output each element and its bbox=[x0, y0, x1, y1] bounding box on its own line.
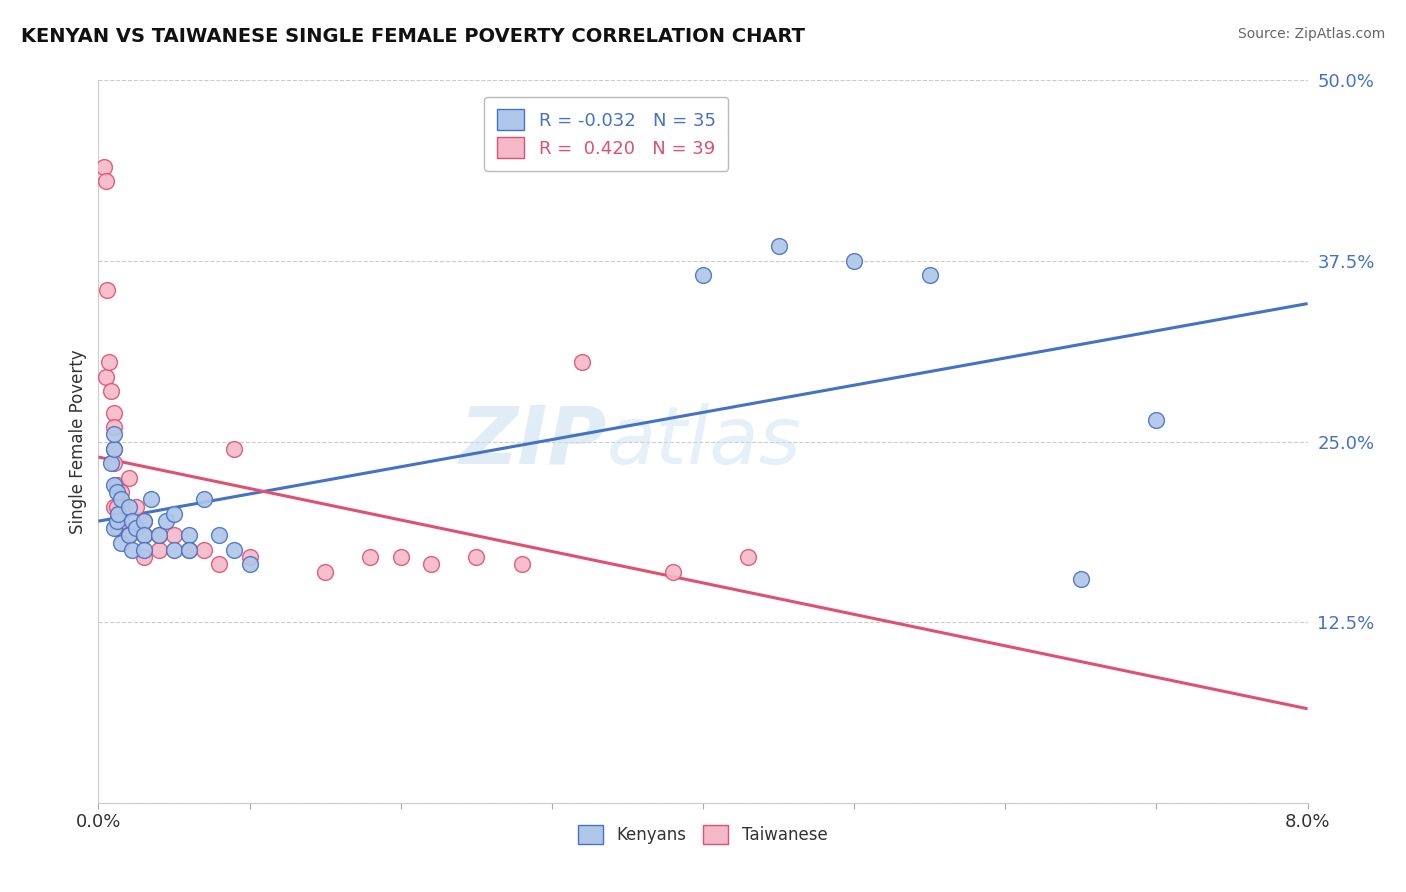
Point bbox=[420, 558, 443, 572]
Point bbox=[100, 456, 122, 470]
Point bbox=[103, 427, 125, 442]
Point bbox=[107, 521, 129, 535]
Point bbox=[571, 355, 593, 369]
Point bbox=[389, 550, 412, 565]
Point bbox=[737, 550, 759, 565]
Point bbox=[110, 492, 132, 507]
Point bbox=[105, 514, 128, 528]
Point bbox=[103, 478, 125, 492]
Point bbox=[132, 514, 155, 528]
Point bbox=[148, 528, 170, 542]
Point bbox=[239, 550, 262, 565]
Point bbox=[105, 485, 128, 500]
Point bbox=[103, 456, 125, 470]
Point bbox=[314, 565, 336, 579]
Text: atlas: atlas bbox=[606, 402, 801, 481]
Point bbox=[1070, 572, 1092, 586]
Point bbox=[110, 485, 132, 500]
Point bbox=[103, 406, 125, 420]
Point bbox=[94, 174, 117, 188]
Point bbox=[163, 542, 186, 557]
Point bbox=[208, 528, 231, 542]
Point bbox=[163, 528, 186, 542]
Point bbox=[918, 268, 941, 283]
Point bbox=[844, 253, 866, 268]
Point bbox=[155, 514, 177, 528]
Text: KENYAN VS TAIWANESE SINGLE FEMALE POVERTY CORRELATION CHART: KENYAN VS TAIWANESE SINGLE FEMALE POVERT… bbox=[21, 27, 806, 45]
Point bbox=[118, 528, 141, 542]
Point bbox=[148, 528, 170, 542]
Point bbox=[193, 492, 215, 507]
Point bbox=[121, 542, 143, 557]
Point bbox=[93, 160, 115, 174]
Point bbox=[360, 550, 382, 565]
Legend: Kenyans, Taiwanese: Kenyans, Taiwanese bbox=[569, 816, 837, 852]
Point bbox=[107, 507, 129, 521]
Point bbox=[125, 500, 148, 514]
Point bbox=[510, 558, 533, 572]
Point bbox=[163, 507, 186, 521]
Y-axis label: Single Female Poverty: Single Female Poverty bbox=[69, 350, 87, 533]
Point bbox=[141, 492, 163, 507]
Point bbox=[132, 528, 155, 542]
Point bbox=[118, 500, 141, 514]
Point bbox=[465, 550, 488, 565]
Point bbox=[125, 521, 148, 535]
Point bbox=[110, 514, 132, 528]
Point bbox=[179, 542, 201, 557]
Point bbox=[692, 268, 714, 283]
Point bbox=[103, 442, 125, 456]
Point bbox=[224, 542, 246, 557]
Point bbox=[193, 542, 215, 557]
Point bbox=[661, 565, 683, 579]
Point bbox=[118, 528, 141, 542]
Point bbox=[98, 355, 121, 369]
Point bbox=[94, 369, 117, 384]
Point bbox=[179, 528, 201, 542]
Point bbox=[1146, 413, 1168, 427]
Point bbox=[118, 470, 141, 484]
Point bbox=[105, 478, 128, 492]
Point bbox=[103, 500, 125, 514]
Point bbox=[768, 239, 790, 253]
Point bbox=[103, 420, 125, 434]
Point bbox=[179, 542, 201, 557]
Point bbox=[110, 535, 132, 549]
Point bbox=[239, 558, 262, 572]
Point bbox=[132, 528, 155, 542]
Point bbox=[103, 521, 125, 535]
Point bbox=[132, 550, 155, 565]
Text: ZIP: ZIP bbox=[458, 402, 606, 481]
Point bbox=[103, 442, 125, 456]
Point bbox=[132, 514, 155, 528]
Point bbox=[208, 558, 231, 572]
Point bbox=[148, 542, 170, 557]
Point bbox=[100, 384, 122, 398]
Point bbox=[105, 500, 128, 514]
Point bbox=[224, 442, 246, 456]
Text: Source: ZipAtlas.com: Source: ZipAtlas.com bbox=[1237, 27, 1385, 41]
Point bbox=[96, 283, 118, 297]
Point bbox=[121, 514, 143, 528]
Point bbox=[132, 542, 155, 557]
